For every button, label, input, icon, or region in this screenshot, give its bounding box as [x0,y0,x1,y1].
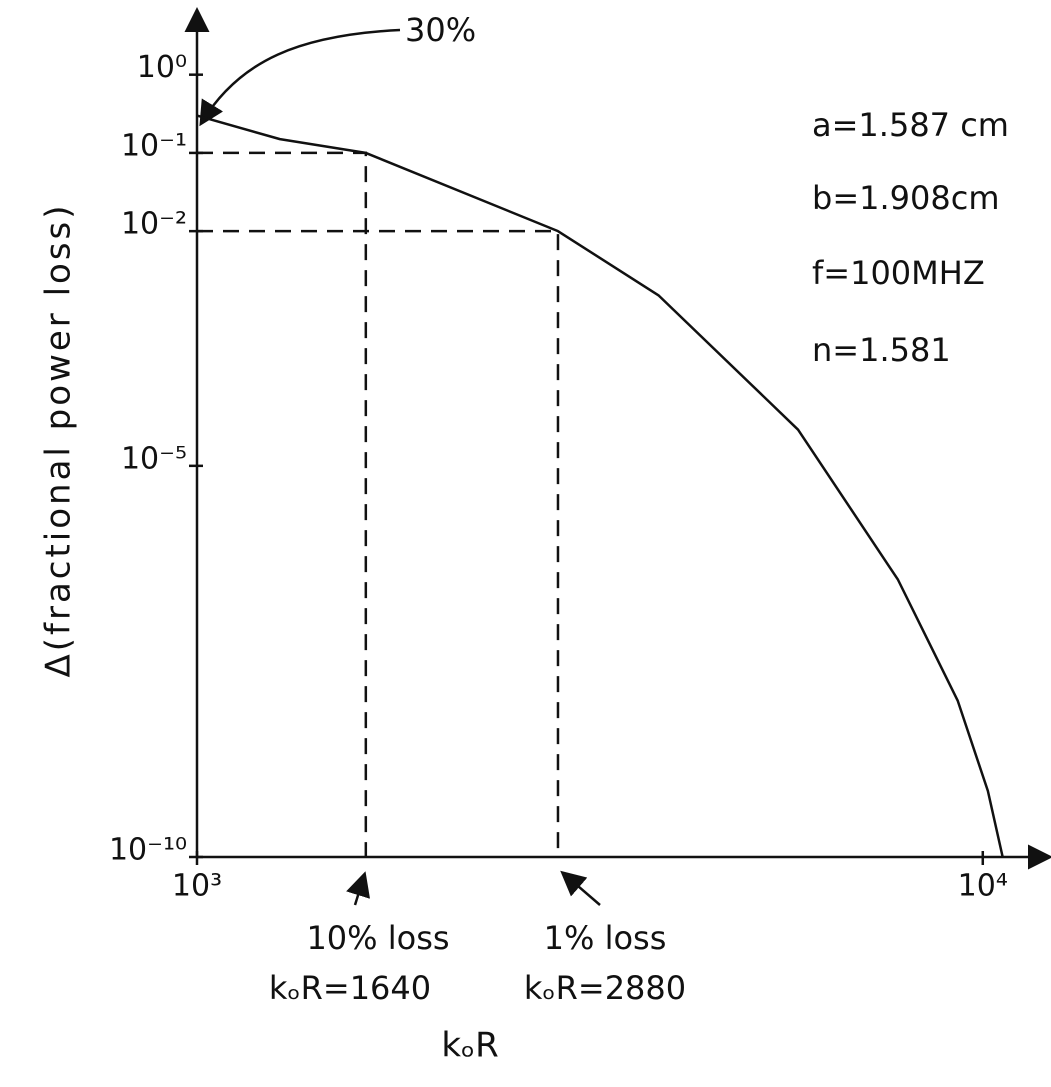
y-tick-label: 10⁻² [121,207,187,242]
y-tick-label: 10⁻¹⁰ [109,833,187,868]
parameter: f=100MHZ [812,254,985,292]
annotation-arrow [199,28,401,127]
annotation: kₒR=2880 [524,969,686,1007]
y-tick-label: 10⁰ [137,50,187,85]
y-axis-label: Δ(fractional power loss) [39,202,79,677]
x-tick-label: 10⁴ [958,869,1008,904]
annotation: 1% loss [544,919,667,957]
parameter: n=1.581 [812,331,951,369]
data-line [196,114,1004,858]
annotation: 10% loss [306,919,449,957]
x-axis-label: kₒR [441,1026,498,1066]
x-tick-label: 10³ [172,869,222,904]
y-tick-label: 10⁻¹ [121,128,187,163]
annotation: kₒR=1640 [269,969,431,1007]
dashed-guide [197,151,368,857]
annotation-arrow [560,870,601,906]
annotation: 30% [405,11,476,49]
parameter: a=1.587 cm [812,106,1009,144]
annotation-arrow [346,871,371,906]
parameter: b=1.908cm [812,179,1000,217]
y-tick-label: 10⁻⁵ [121,441,187,476]
dashed-guide [197,229,560,857]
